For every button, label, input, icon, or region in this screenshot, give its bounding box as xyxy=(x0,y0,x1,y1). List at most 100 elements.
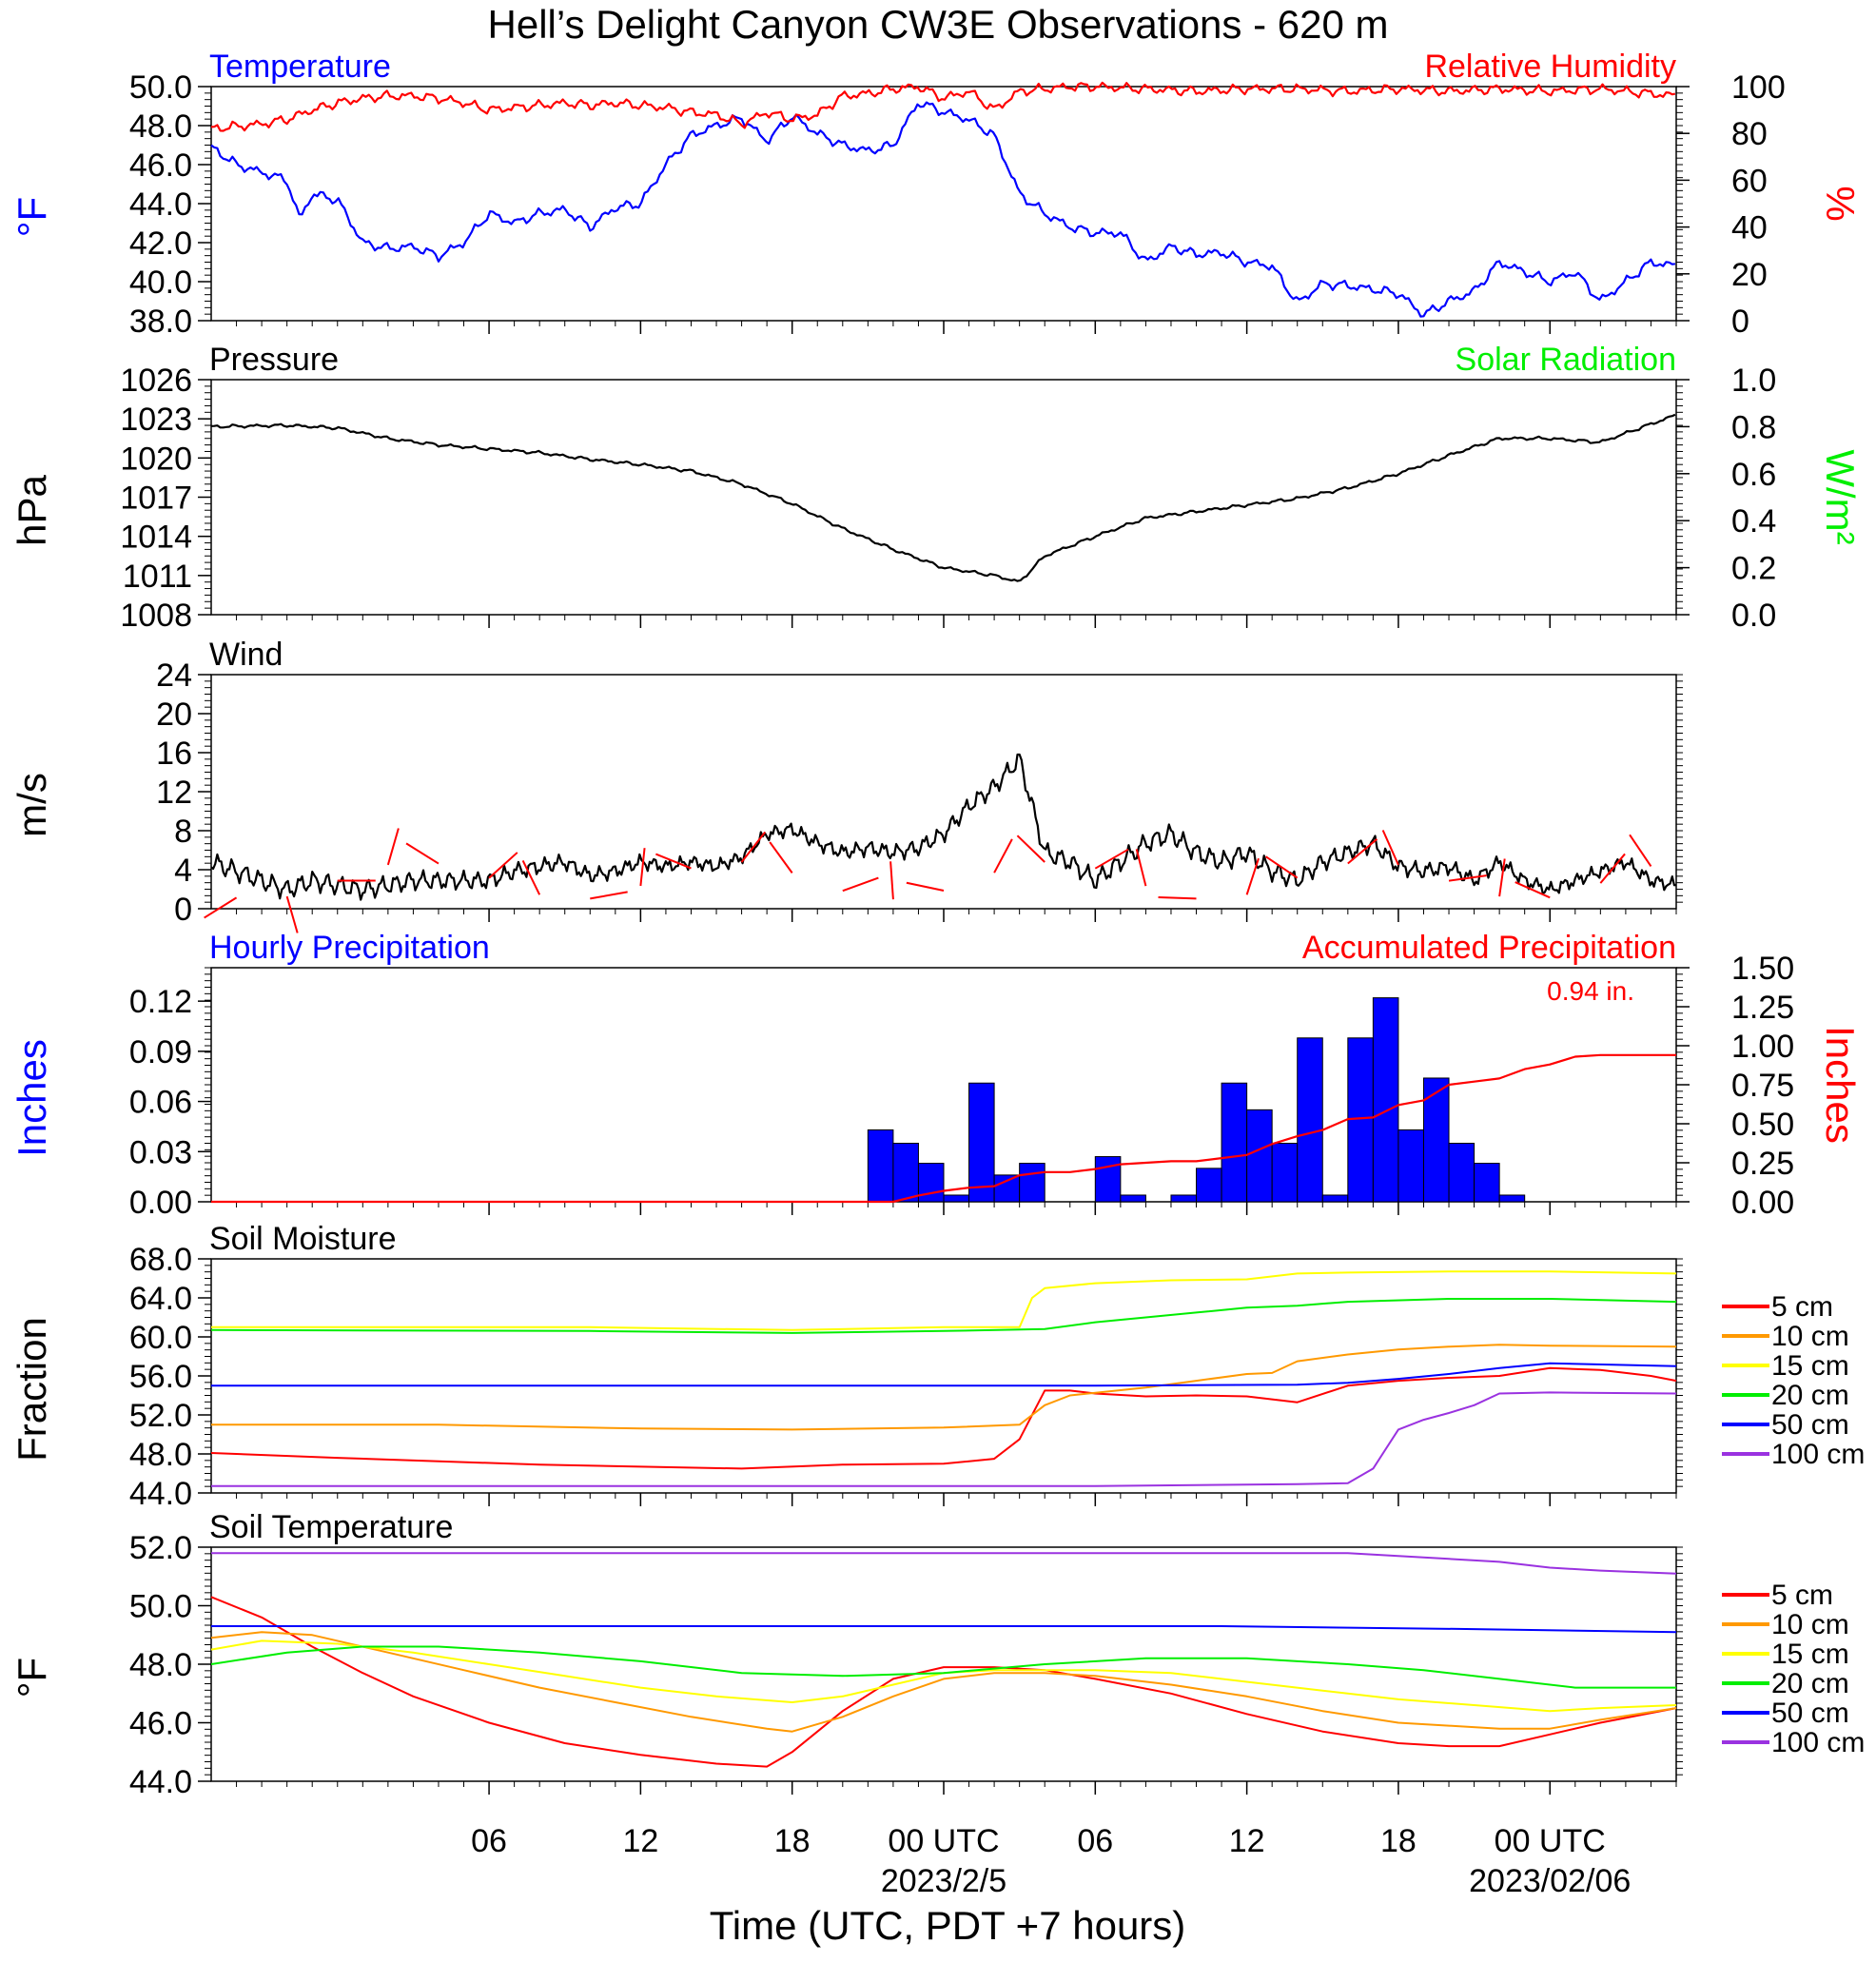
wind-barb xyxy=(1347,838,1378,865)
legend-label: 100 cm xyxy=(1771,1727,1865,1758)
precip-bar xyxy=(1019,1163,1045,1203)
y2-tick-label: 0.2 xyxy=(1731,551,1776,587)
wind-barb xyxy=(1135,849,1147,887)
series-line xyxy=(210,1631,1677,1733)
legend-label: 50 cm xyxy=(1771,1698,1849,1729)
x-date-label: 2023/02/06 xyxy=(1469,1863,1631,1899)
wind-barb xyxy=(740,831,767,863)
x-tick-label: 06 xyxy=(1077,1823,1113,1859)
panel-5 xyxy=(198,1546,1769,1795)
precip-bar xyxy=(1271,1143,1299,1203)
precip-bar xyxy=(1246,1109,1273,1203)
panel-title: Wind xyxy=(209,637,283,673)
y-tick-label: 4 xyxy=(174,853,192,889)
x-tick-label: 00 UTC xyxy=(888,1823,999,1859)
plot-frame xyxy=(210,674,1677,910)
y2-tick-label: 1.0 xyxy=(1731,363,1776,399)
plot-frame xyxy=(210,379,1677,616)
plot-frame xyxy=(210,86,1677,322)
x-axis-label: Time (UTC, PDT +7 hours) xyxy=(710,1903,1186,1948)
legend-label: 50 cm xyxy=(1771,1409,1849,1441)
y-tick-label: 48.0 xyxy=(129,1437,192,1473)
precip-bar xyxy=(968,1082,995,1203)
panel-1 xyxy=(198,379,1690,628)
panel-4 xyxy=(198,1258,1769,1506)
wind-barb xyxy=(521,859,541,895)
legend-label: 10 cm xyxy=(1771,1609,1849,1640)
wind-barb xyxy=(488,852,518,879)
y-tick-label: 38.0 xyxy=(129,304,192,340)
series-line xyxy=(211,1625,1677,1634)
y2-tick-label: 1.00 xyxy=(1731,1029,1794,1065)
wind-barb xyxy=(590,891,628,900)
x-tick-label: 00 UTC xyxy=(1495,1823,1606,1859)
y-tick-label: 50.0 xyxy=(129,69,192,106)
y-tick-label: 1017 xyxy=(120,481,192,517)
y2-tick-label: 0.8 xyxy=(1731,409,1776,445)
x-tick-label: 12 xyxy=(622,1823,658,1859)
wind-barb xyxy=(889,861,894,900)
wind-barb xyxy=(1094,848,1129,870)
y-tick-label: 48.0 xyxy=(129,108,192,145)
y-tick-label: 56.0 xyxy=(129,1359,192,1395)
wind-barb xyxy=(1265,855,1299,879)
series-line xyxy=(210,1596,1677,1768)
legend-label: 20 cm xyxy=(1771,1380,1849,1411)
precip-bar xyxy=(1297,1037,1323,1203)
panel-right-title: Solar Radiation xyxy=(1456,342,1676,378)
wind-barb xyxy=(1016,834,1045,863)
wind-barb xyxy=(842,876,879,893)
wind-barb xyxy=(906,881,945,893)
legend-label: 15 cm xyxy=(1771,1350,1849,1382)
wind-barb xyxy=(1514,881,1551,899)
y-tick-label: 1023 xyxy=(120,402,192,438)
y-tick-label: 24 xyxy=(156,658,192,694)
y-tick-label: 60.0 xyxy=(129,1320,192,1356)
precip-bar xyxy=(1397,1129,1424,1203)
y-tick-label: 50.0 xyxy=(129,1589,192,1625)
y2-tick-label: 1.50 xyxy=(1731,951,1794,987)
series-line xyxy=(211,1270,1677,1331)
wind-barb xyxy=(1381,830,1399,866)
wind-barb xyxy=(993,838,1013,874)
y-axis-label: Inches xyxy=(10,1039,54,1157)
series-line xyxy=(210,81,1676,132)
legend-label: 5 cm xyxy=(1771,1580,1833,1611)
wind-barb xyxy=(655,853,692,870)
y-axis-label: Fraction xyxy=(10,1317,54,1462)
y-tick-label: 1026 xyxy=(120,363,192,399)
y2-tick-label: 20 xyxy=(1731,257,1768,293)
y-tick-label: 1014 xyxy=(120,520,192,556)
y-tick-label: 52.0 xyxy=(129,1530,192,1566)
panel-0 xyxy=(198,81,1690,334)
precip-bar xyxy=(1474,1163,1500,1203)
wind-barb xyxy=(1158,896,1197,900)
y2-tick-label: 1.25 xyxy=(1731,990,1794,1026)
precip-bar xyxy=(1422,1077,1450,1203)
wind-barb xyxy=(639,848,646,887)
y2-tick-label: 100 xyxy=(1731,69,1786,106)
plot-frame xyxy=(210,1258,1677,1494)
precip-bar xyxy=(1498,1194,1526,1203)
y-tick-label: 44.0 xyxy=(129,1476,192,1512)
y-tick-label: 1011 xyxy=(123,559,192,595)
precip-bar xyxy=(1372,997,1399,1203)
precip-bar xyxy=(867,1129,894,1203)
y-axis-label: hPa xyxy=(10,474,54,545)
y-tick-label: 16 xyxy=(156,736,192,772)
x-tick-label: 18 xyxy=(774,1823,811,1859)
y-tick-label: 0.03 xyxy=(129,1134,192,1170)
precip-bar xyxy=(917,1163,945,1203)
y2-axis-label: W/m² xyxy=(1818,449,1863,544)
y-tick-label: 46.0 xyxy=(129,147,192,184)
y2-tick-label: 0.50 xyxy=(1731,1107,1794,1143)
x-date-label: 2023/2/5 xyxy=(881,1863,1006,1899)
panel-right-title: Relative Humidity xyxy=(1424,49,1676,85)
y2-axis-label: Inches xyxy=(1818,1026,1863,1144)
panel-title: Soil Temperature xyxy=(209,1509,453,1545)
series-line xyxy=(211,1362,1677,1387)
wind-barb xyxy=(1629,834,1652,868)
panel-title: Temperature xyxy=(209,49,391,85)
y2-tick-label: 0.00 xyxy=(1731,1185,1794,1221)
y-tick-label: 40.0 xyxy=(129,265,192,301)
